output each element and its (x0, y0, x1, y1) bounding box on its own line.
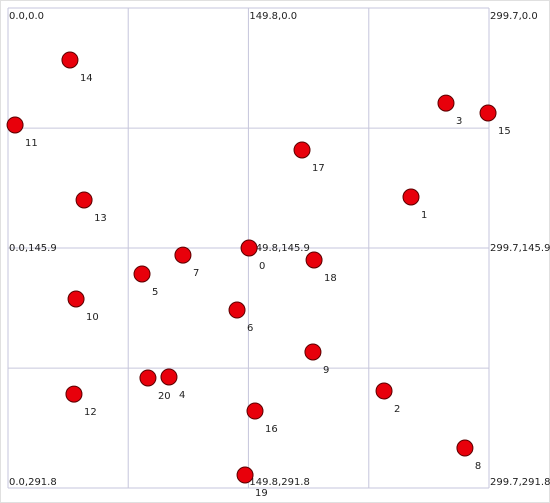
point-label: 7 (193, 268, 199, 279)
corner-label: 149.8,291.8 (249, 477, 309, 488)
point (456, 439, 474, 457)
point-label: 2 (394, 404, 400, 415)
corner-label: 0.0,145.9 (9, 243, 57, 254)
point-label: 0 (259, 261, 265, 272)
point (402, 188, 420, 206)
point (6, 116, 24, 134)
point (133, 265, 151, 283)
point (375, 382, 393, 400)
point-label: 4 (179, 390, 185, 401)
point (65, 385, 83, 403)
point-label: 20 (158, 391, 171, 402)
point (236, 466, 254, 484)
corner-label: 149.8,145.9 (249, 243, 309, 254)
point (61, 51, 79, 69)
point-label: 11 (25, 138, 38, 149)
point-label: 6 (247, 323, 253, 334)
point (174, 246, 192, 264)
corner-label: 299.7,0.0 (490, 11, 538, 22)
point-label: 10 (86, 312, 99, 323)
corner-label: 0.0,291.8 (9, 477, 57, 488)
point-label: 18 (324, 273, 337, 284)
corner-label: 0.0,0.0 (9, 11, 44, 22)
point (240, 239, 258, 257)
point-label: 13 (94, 213, 107, 224)
point (305, 251, 323, 269)
point (75, 191, 93, 209)
point (293, 141, 311, 159)
point (437, 94, 455, 112)
point (228, 301, 246, 319)
point (304, 343, 322, 361)
point (479, 104, 497, 122)
point-label: 1 (421, 210, 427, 221)
point (160, 368, 178, 386)
point-label: 14 (80, 73, 93, 84)
point-label: 17 (312, 163, 325, 174)
point-label: 19 (255, 488, 268, 499)
corner-label: 299.7,145.9 (490, 243, 550, 254)
point-label: 12 (84, 407, 97, 418)
point-label: 16 (265, 424, 278, 435)
point-label: 8 (475, 461, 481, 472)
point-label: 9 (323, 365, 329, 376)
point (246, 402, 264, 420)
corner-label: 299.7,291.8 (490, 477, 550, 488)
point-label: 3 (456, 116, 462, 127)
point-label: 5 (152, 287, 158, 298)
point (67, 290, 85, 308)
corner-label: 149.8,0.0 (249, 11, 297, 22)
point (139, 369, 157, 387)
point-label: 15 (498, 126, 511, 137)
